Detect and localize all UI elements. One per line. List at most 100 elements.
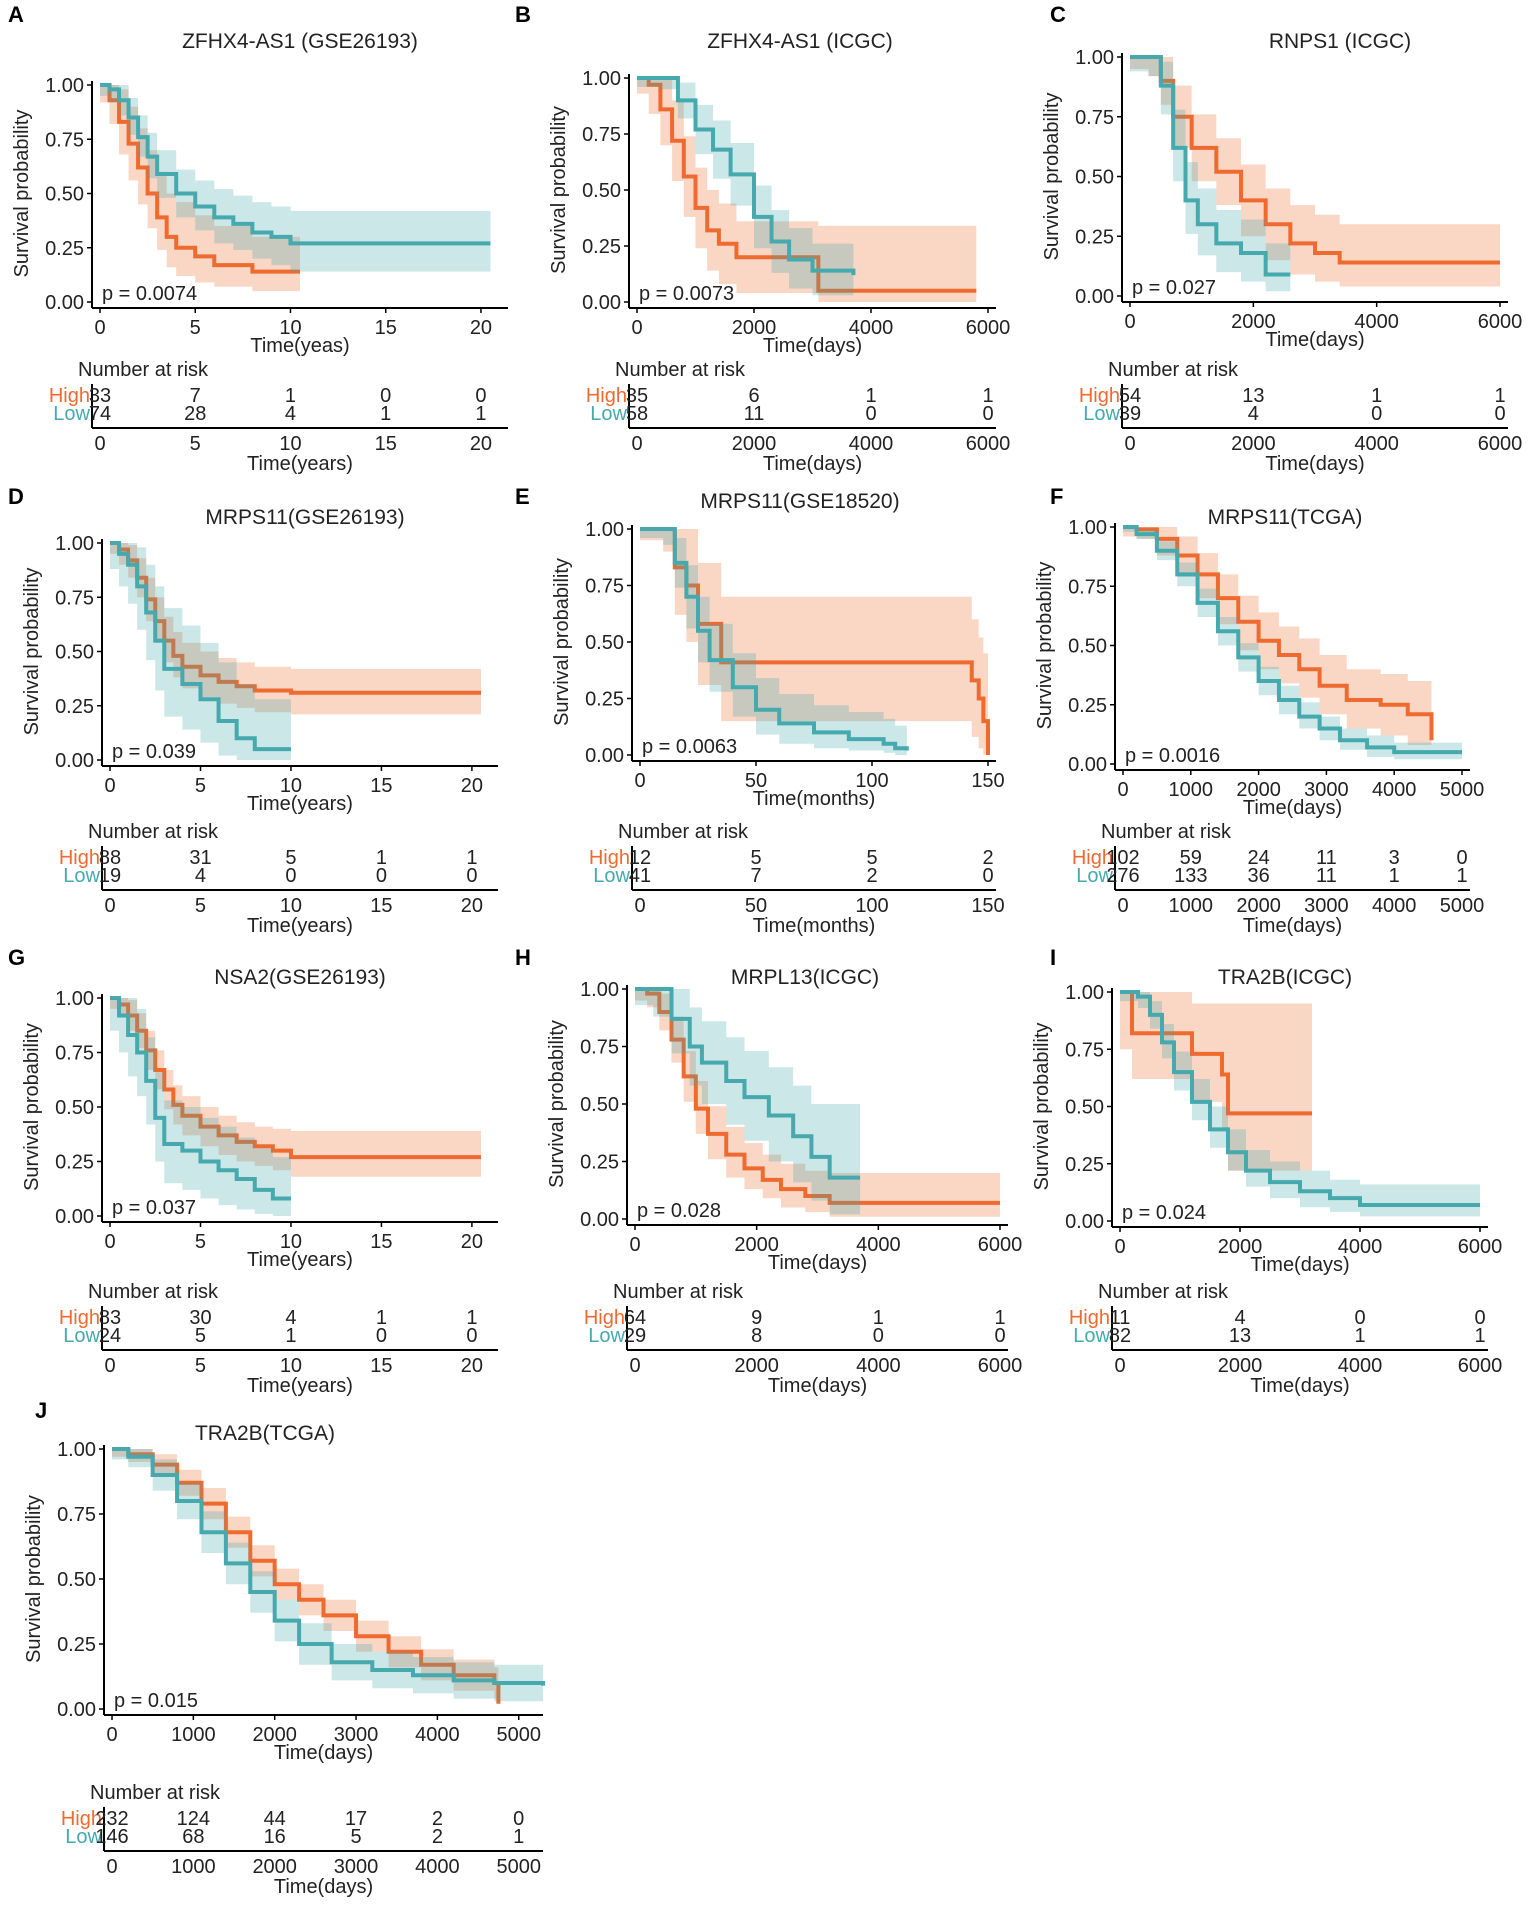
risk-count-high: 31 bbox=[189, 847, 211, 869]
risk-count-low: 0 bbox=[873, 1325, 884, 1347]
risk-count-high: 33 bbox=[89, 385, 111, 407]
risk-x-tick-label: 4000 bbox=[1338, 1355, 1383, 1377]
y-tick-label: 0.50 bbox=[57, 1569, 96, 1591]
risk-table: Number at riskHighLow3374072851410011501… bbox=[49, 359, 508, 475]
risk-count-low: 0 bbox=[466, 865, 477, 887]
risk-x-tick-label: 5000 bbox=[1440, 895, 1485, 917]
risk-count-high: 1 bbox=[1494, 385, 1505, 407]
risk-count-low: 16 bbox=[264, 1826, 286, 1848]
risk-x-tick-label: 4000 bbox=[1354, 433, 1399, 455]
risk-x-tick-label: 15 bbox=[375, 433, 397, 455]
x-tick-label: 2000 bbox=[1218, 1236, 1263, 1258]
risk-x-tick-label: 5 bbox=[195, 1355, 206, 1377]
risk-x-tick-label: 0 bbox=[631, 433, 642, 455]
risk-x-tick-label: 3000 bbox=[1304, 895, 1349, 917]
risk-table: Number at riskHighLow3558061120001040001… bbox=[586, 359, 1010, 475]
risk-count-low: 7 bbox=[750, 865, 761, 887]
y-tick-label: 0.00 bbox=[1075, 286, 1114, 308]
risk-count-low: 29 bbox=[624, 1325, 646, 1347]
x-axis-title: Time(days) bbox=[1265, 329, 1364, 351]
risk-label-high: High bbox=[586, 385, 627, 407]
risk-label-high: High bbox=[59, 1307, 100, 1329]
y-tick-label: 0.00 bbox=[57, 1699, 96, 1721]
y-axis-title: Survival probability bbox=[546, 1020, 568, 1188]
risk-x-axis-title: Time(months) bbox=[753, 915, 876, 937]
x-axis-title: Time(days) bbox=[763, 335, 862, 357]
panel-a: A ZFHX4-AS1 (GSE26193) 0.00 0.25 0.50 0.75 1.0… bbox=[8, 2, 508, 475]
risk-count-low: 28 bbox=[184, 403, 206, 425]
x-tick-label: 6000 bbox=[1478, 311, 1523, 333]
ci-band-high bbox=[110, 998, 481, 1177]
risk-table: Number at riskHighLow5439013420001040001… bbox=[1079, 359, 1522, 475]
plot-title: MRPL13(ICGC) bbox=[731, 966, 879, 989]
plot-title: TRA2B(ICGC) bbox=[1218, 966, 1352, 989]
risk-count-high: 1 bbox=[865, 385, 876, 407]
risk-count-high: 44 bbox=[264, 1808, 286, 1830]
risk-count-high: 1 bbox=[1371, 385, 1382, 407]
x-tick-label: 10 bbox=[280, 1231, 302, 1253]
risk-label-high: High bbox=[1069, 1307, 1110, 1329]
risk-count-high: 13 bbox=[1242, 385, 1264, 407]
risk-count-high: 11 bbox=[1316, 847, 1337, 869]
x-tick-label: 15 bbox=[370, 775, 392, 797]
risk-x-axis-title: Time(years) bbox=[247, 453, 353, 475]
y-tick-label: 0.50 bbox=[55, 1097, 94, 1119]
p-value: p = 0.015 bbox=[114, 1690, 198, 1712]
x-tick-label: 0 bbox=[631, 317, 642, 339]
plot-title: MRPS11(GSE26193) bbox=[205, 506, 404, 529]
ci-band-high bbox=[640, 529, 988, 755]
x-axis-title: Time(months) bbox=[753, 788, 876, 810]
risk-count-high: 124 bbox=[177, 1808, 210, 1830]
risk-x-axis-title: Time(days) bbox=[274, 1876, 373, 1898]
x-tick-label: 0 bbox=[104, 1231, 115, 1253]
risk-count-high: 5 bbox=[750, 847, 761, 869]
risk-x-axis-title: Time(days) bbox=[768, 1375, 867, 1397]
risk-label-low: Low bbox=[1083, 403, 1120, 425]
panel-f: F MRPS11(TCGA) 0.00 0.25 0.50 0.75 1.00 0 1000 20… bbox=[1034, 484, 1484, 937]
ci-band-low bbox=[110, 998, 291, 1216]
km-curve-high bbox=[110, 541, 481, 695]
x-tick-label: 5000 bbox=[1440, 779, 1485, 801]
y-tick-label: 0.25 bbox=[45, 238, 84, 260]
risk-x-tick-label: 6000 bbox=[1478, 433, 1523, 455]
risk-table: Number at riskHighLow6429098200010400010… bbox=[584, 1281, 1022, 1397]
p-value: p = 0.0063 bbox=[642, 736, 737, 758]
x-tick-label: 1000 bbox=[1169, 779, 1214, 801]
risk-count-low: 11 bbox=[744, 403, 765, 425]
risk-count-low: 1 bbox=[1456, 865, 1467, 887]
x-tick-label: 0 bbox=[634, 770, 645, 792]
km-curve-high bbox=[110, 996, 481, 1160]
x-tick-label: 4000 bbox=[849, 317, 894, 339]
risk-count-low: 146 bbox=[95, 1826, 128, 1848]
km-curve-high bbox=[637, 76, 977, 293]
x-tick-label: 15 bbox=[375, 317, 397, 339]
y-tick-label: 0.00 bbox=[580, 1209, 619, 1231]
km-curve-high bbox=[1120, 990, 1312, 1116]
risk-table: Number at riskHighLow8324030554110101510… bbox=[59, 1281, 498, 1397]
risk-count-low: 0 bbox=[1371, 403, 1382, 425]
y-tick-label: 0.50 bbox=[55, 642, 94, 664]
plot-title: MRPS11(GSE18520) bbox=[700, 490, 899, 513]
risk-count-low: 74 bbox=[89, 403, 111, 425]
y-axis-title: Survival probability bbox=[23, 1495, 45, 1663]
risk-count-high: 4 bbox=[285, 1307, 296, 1329]
y-tick-label: 0.50 bbox=[1065, 1097, 1104, 1119]
risk-count-high: 232 bbox=[95, 1808, 128, 1830]
risk-x-tick-label: 2000 bbox=[1236, 895, 1281, 917]
ci-band-low bbox=[112, 1449, 544, 1704]
y-axis-title: Survival probability bbox=[1034, 562, 1056, 730]
x-tick-label: 0 bbox=[94, 317, 105, 339]
risk-count-low: 4 bbox=[1248, 403, 1259, 425]
risk-count-high: 7 bbox=[190, 385, 201, 407]
y-tick-label: 0.25 bbox=[580, 1152, 619, 1174]
x-tick-label: 0 bbox=[104, 775, 115, 797]
p-value: p = 0.0016 bbox=[1125, 745, 1220, 767]
km-curve-high bbox=[100, 83, 300, 274]
risk-count-high: 83 bbox=[99, 1307, 121, 1329]
risk-count-low: 0 bbox=[376, 1325, 387, 1347]
risk-count-low: 1 bbox=[475, 403, 486, 425]
